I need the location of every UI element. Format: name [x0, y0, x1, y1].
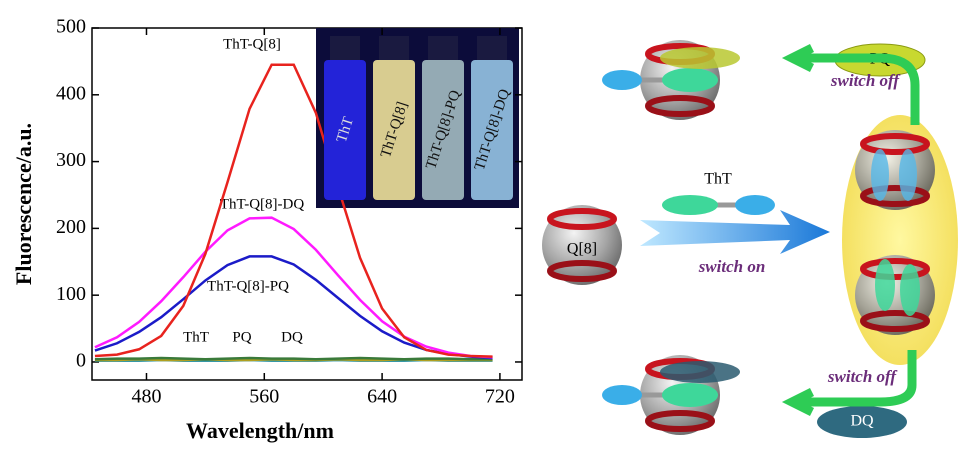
y-tick-label: 400	[56, 82, 86, 104]
x-tick-label: 720	[485, 386, 515, 408]
dimer-cage	[855, 130, 935, 210]
host-label: Q[8]	[567, 241, 597, 258]
series-label: ThT	[183, 329, 209, 345]
series-label: DQ	[281, 329, 303, 345]
vial-cap	[477, 36, 507, 62]
vial-cap	[379, 36, 409, 62]
y-tick-label: 0	[76, 350, 86, 372]
y-tick-label: 100	[56, 283, 86, 305]
guest-label: ThT	[704, 171, 732, 188]
y-tick-label: 300	[56, 149, 86, 171]
y-tick-label: 500	[56, 16, 86, 38]
series-label: ThT-Q[8]-DQ	[220, 196, 305, 212]
vial-cap	[330, 36, 360, 62]
dimer-cage	[855, 255, 935, 335]
x-tick-label: 480	[131, 386, 161, 408]
y-tick-label: 200	[56, 216, 86, 238]
tht-molecule	[662, 195, 775, 215]
switch-on-label: switch on	[698, 257, 766, 276]
x-tick-label: 560	[249, 386, 279, 408]
figure: Q[8] ThT switch on PQ switch off DQ	[0, 0, 969, 445]
x-tick-label: 640	[367, 386, 397, 408]
series-label: PQ	[232, 329, 251, 345]
dq-label: DQ	[850, 413, 874, 430]
y-axis-title: Fluorescence/a.u.	[11, 123, 36, 285]
diagram: Q[8] ThT switch on PQ switch off DQ	[542, 40, 958, 438]
switch-off-label: switch off	[827, 367, 899, 386]
series-label: ThT-Q[8]-PQ	[207, 278, 289, 294]
vial-cap	[428, 36, 458, 62]
series-line	[95, 358, 493, 359]
switch-off-label: switch off	[830, 71, 902, 90]
series-label: ThT-Q[8]	[223, 36, 281, 52]
x-axis-title: Wavelength/nm	[186, 418, 334, 443]
switch-on-arrow	[640, 210, 830, 254]
